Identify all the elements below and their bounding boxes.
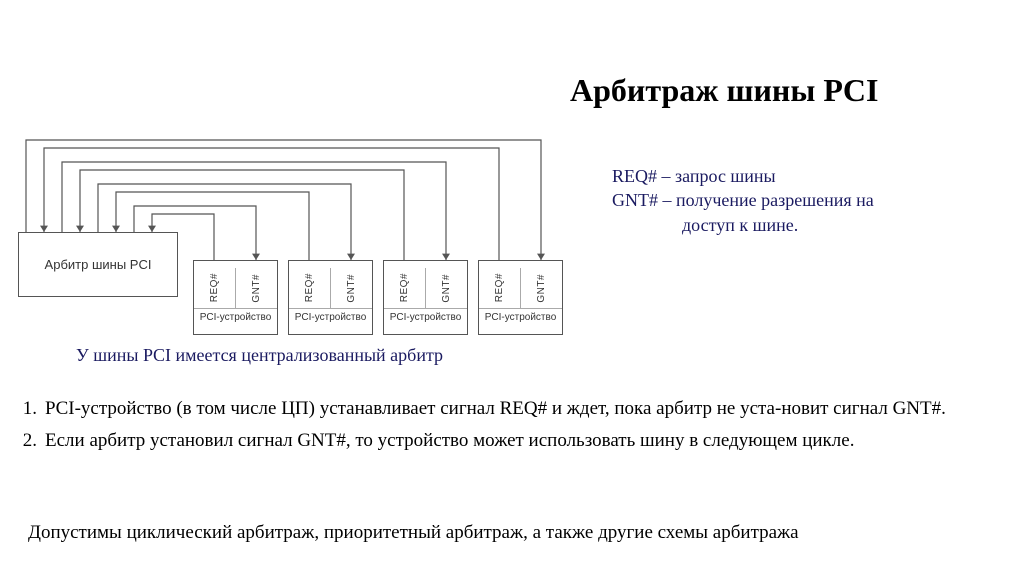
gnt-pin: GNT# [331, 268, 372, 308]
legend-req: REQ# – запрос шины [612, 164, 874, 188]
req-pin: REQ# [289, 268, 331, 308]
req-pin: REQ# [384, 268, 426, 308]
list-item-2: Если арбитр установил сигнал GNT#, то ус… [45, 427, 995, 455]
legend-gnt-1: GNT# – получение разрешения на [612, 188, 874, 212]
footer-text: Допустимы циклический арбитраж, приорите… [28, 522, 998, 544]
numbered-list: 1. PCI-устройство (в том числе ЦП) устан… [15, 395, 995, 458]
pci-device-3: REQ# GNT# PCI-устройство [383, 260, 468, 335]
list-num-1: 1. [15, 395, 45, 423]
device-label: PCI-устройство [194, 308, 277, 323]
device-label: PCI-устройство [479, 308, 562, 323]
pci-device-4: REQ# GNT# PCI-устройство [478, 260, 563, 335]
gnt-pin: GNT# [426, 268, 467, 308]
device-label: PCI-устройство [289, 308, 372, 323]
list-item-1: PCI-устройство (в том числе ЦП) устанавл… [45, 395, 995, 423]
arbiter-box: Арбитр шины PCI [18, 232, 178, 297]
device-label: PCI-устройство [384, 308, 467, 323]
pci-device-1: REQ# GNT# PCI-устройство [193, 260, 278, 335]
legend-block: REQ# – запрос шины GNT# – получение разр… [612, 164, 874, 237]
gnt-pin: GNT# [236, 268, 277, 308]
legend-gnt-2: доступ к шине. [612, 213, 874, 237]
pci-arbitration-diagram: Арбитр шины PCI REQ# GNT# PCI-устройство… [8, 122, 578, 337]
diagram-caption: У шины PCI имеется централизованный арби… [76, 345, 443, 366]
gnt-pin: GNT# [521, 268, 562, 308]
page-title: Арбитраж шины PCI [570, 72, 878, 109]
list-num-2: 2. [15, 427, 45, 455]
req-pin: REQ# [479, 268, 521, 308]
pci-device-2: REQ# GNT# PCI-устройство [288, 260, 373, 335]
req-pin: REQ# [194, 268, 236, 308]
